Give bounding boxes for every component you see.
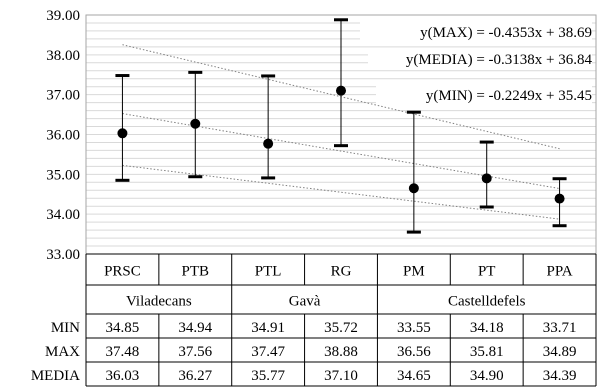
table-cell: 35.77 — [251, 368, 285, 384]
table-cell: 37.10 — [324, 368, 358, 384]
table-cell: 37.48 — [106, 344, 140, 360]
y-tick-label: 36.00 — [46, 128, 80, 144]
table-cell: 36.56 — [397, 344, 431, 360]
y-tick-label: 37.00 — [46, 88, 80, 104]
equation-background — [376, 84, 592, 105]
group-label: Viladecans — [126, 294, 192, 310]
table-cell: 36.03 — [106, 368, 140, 384]
group-label: Gavà — [289, 294, 321, 310]
trend-equations: y(MAX) = -0.4353x + 38.69 y(MEDIA) = -0.3… — [360, 21, 592, 105]
category-label: RG — [331, 264, 352, 280]
y-tick-label: 33.00 — [46, 247, 80, 263]
trend-equation: y(MEDIA) = -0.3138x + 36.84 — [406, 52, 593, 68]
y-tick-label: 39.00 — [46, 8, 80, 24]
table-cell: 34.91 — [251, 320, 285, 336]
media-point — [336, 85, 346, 96]
category-label: PTL — [255, 264, 282, 280]
y-tick-label: 34.00 — [46, 207, 80, 223]
media-point — [554, 193, 565, 204]
table-cell: 33.55 — [397, 320, 431, 336]
table-cell: 34.94 — [178, 320, 212, 336]
error-bars — [115, 18, 567, 234]
y-axis-tick-labels: 33.00 34.00 35.00 36.00 37.00 38.00 39.00 — [46, 8, 80, 263]
media-point — [263, 138, 274, 149]
table-cell: 33.71 — [543, 320, 577, 336]
data-table: Viladecans Gavà Castelldefels PRSC PTB PTL RG P… — [31, 253, 597, 387]
media-point — [481, 173, 492, 184]
trend-equation: y(MAX) = -0.4353x + 38.69 — [420, 25, 592, 41]
row-label: MIN — [51, 320, 80, 336]
row-label: MAX — [45, 344, 80, 360]
category-label: PPA — [547, 264, 573, 280]
table-cell: 37.47 — [251, 344, 285, 360]
row-label: MEDIA — [31, 368, 80, 384]
category-label: PT — [478, 264, 496, 280]
table-cell: 34.18 — [470, 320, 504, 336]
table-cell: 35.81 — [470, 344, 504, 360]
y-tick-label: 35.00 — [46, 167, 80, 183]
table-cell: 34.39 — [543, 368, 577, 384]
table-cell: 38.88 — [324, 344, 358, 360]
table-cell: 34.85 — [106, 320, 140, 336]
category-label: PRSC — [104, 264, 141, 280]
table-cell: 35.72 — [324, 320, 358, 336]
media-point — [408, 183, 419, 194]
table-cell: 34.90 — [470, 368, 504, 384]
category-label: PTB — [182, 264, 210, 280]
table-cell: 34.65 — [397, 368, 431, 384]
table-cell: 34.89 — [543, 344, 577, 360]
group-label: Castelldefels — [448, 294, 526, 310]
equation-background — [360, 21, 592, 42]
category-label: PM — [403, 264, 425, 280]
trend-line — [122, 164, 560, 220]
trend-equation: y(MIN) = -0.2249x + 35.45 — [426, 88, 592, 104]
table-cell: 37.56 — [178, 344, 212, 360]
media-points — [117, 85, 565, 204]
equation-background — [368, 48, 592, 69]
table-cell: 36.27 — [178, 368, 212, 384]
y-tick-label: 38.00 — [46, 48, 80, 64]
media-point — [117, 128, 128, 139]
media-point — [190, 118, 201, 129]
